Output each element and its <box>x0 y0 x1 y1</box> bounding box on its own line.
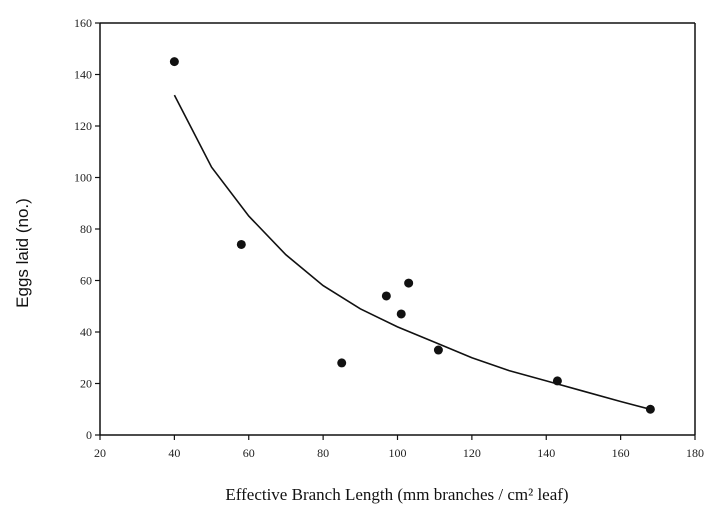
data-point <box>404 278 414 288</box>
x-tick-label: 100 <box>389 446 407 460</box>
x-tick-label: 180 <box>686 446 704 460</box>
fit-curve-layer <box>173 94 651 411</box>
data-point <box>552 376 562 386</box>
x-tick-label: 40 <box>168 446 180 460</box>
y-axis-ticks: 0 20 40 60 80 100 120 140 160 <box>74 16 100 442</box>
data-point <box>337 358 347 368</box>
x-tick-label: 60 <box>243 446 255 460</box>
y-axis-title: Eggs laid (no.) <box>13 198 32 308</box>
y-tick-label: 140 <box>74 68 92 82</box>
data-points-layer <box>169 57 655 414</box>
x-axis-title: Effective Branch Length (mm branches / c… <box>225 485 568 504</box>
y-tick-label: 0 <box>86 428 92 442</box>
y-tick-label: 160 <box>74 16 92 30</box>
y-tick-label: 100 <box>74 171 92 185</box>
x-tick-label: 80 <box>317 446 329 460</box>
x-axis-ticks: 20 40 60 80 100 120 140 160 180 <box>94 435 704 460</box>
data-point <box>433 345 443 355</box>
data-point <box>236 239 246 249</box>
data-point <box>396 309 406 319</box>
y-tick-label: 80 <box>80 222 92 236</box>
y-tick-label: 120 <box>74 119 92 133</box>
y-tick-label: 20 <box>80 377 92 391</box>
y-tick-label: 40 <box>80 325 92 339</box>
x-tick-label: 160 <box>612 446 630 460</box>
x-tick-label: 120 <box>463 446 481 460</box>
data-point <box>645 404 655 414</box>
y-tick-label: 60 <box>80 274 92 288</box>
data-point <box>169 57 179 67</box>
fit-curve-line <box>173 94 651 411</box>
x-tick-label: 140 <box>537 446 555 460</box>
data-point <box>381 291 391 301</box>
x-tick-label: 20 <box>94 446 106 460</box>
plot-frame <box>99 22 696 436</box>
